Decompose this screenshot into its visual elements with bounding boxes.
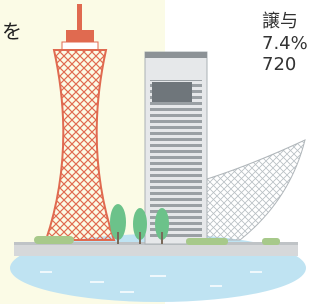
building-roof <box>145 52 207 58</box>
building-top-windows <box>152 82 192 102</box>
illustration: を 譲与 7.4% 720 <box>0 0 316 304</box>
trees <box>110 204 169 244</box>
right-text: 譲与 <box>262 11 298 32</box>
tower-cap <box>66 30 94 42</box>
right-text: 7.4% <box>262 33 308 54</box>
left-text: を <box>2 20 22 44</box>
right-text: 720 <box>262 54 296 75</box>
tower-deck <box>62 42 98 50</box>
